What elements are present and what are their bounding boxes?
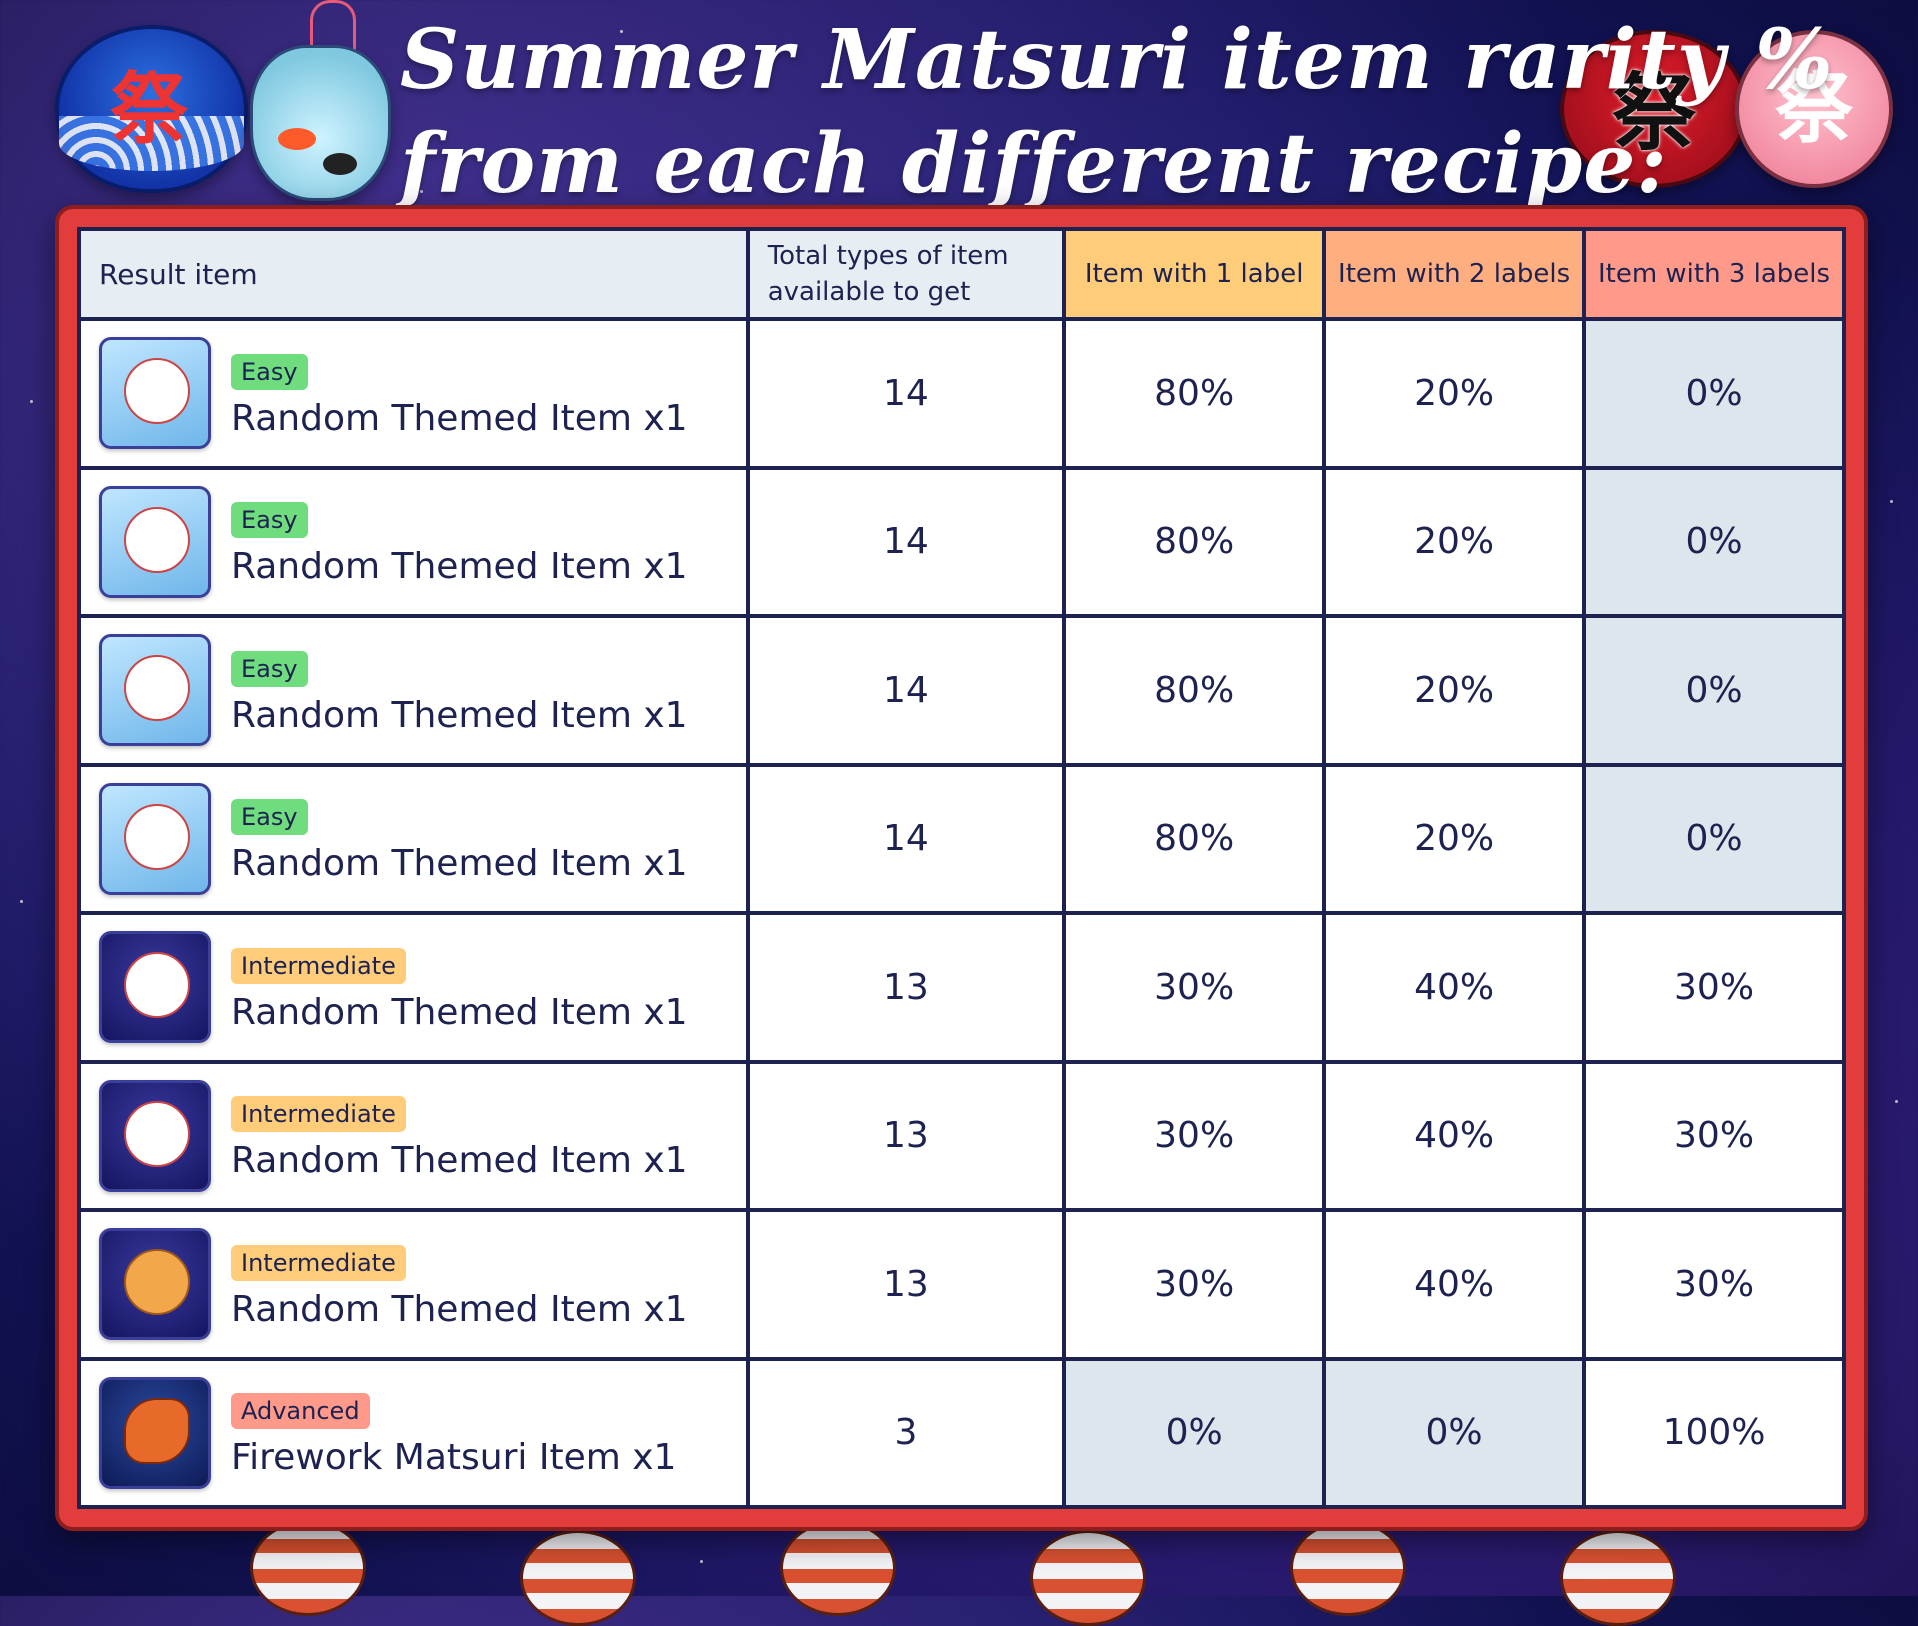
label-1-cell: 30% — [1062, 911, 1327, 1064]
sunflower-watermelon-icon — [99, 782, 211, 895]
header-label-3: Item with 3 labels — [1582, 227, 1846, 321]
red-glasses-yukata-icon — [99, 634, 211, 747]
label-3-cell: 30% — [1582, 911, 1846, 1064]
label-3-cell: 0% — [1582, 465, 1846, 618]
total-types-cell: 14 — [745, 317, 1067, 470]
table-frame: Result item Total types of item availabl… — [55, 205, 1868, 1531]
item-name: Random Themed Item x1 — [231, 843, 688, 885]
item-name: Random Themed Item x1 — [231, 1140, 688, 1182]
total-types-cell: 13 — [745, 1059, 1067, 1212]
label-3-cell: 30% — [1582, 1059, 1846, 1212]
label-1-cell: 80% — [1062, 317, 1327, 470]
label-2-cell: 20% — [1322, 762, 1587, 915]
item-name: Random Themed Item x1 — [231, 397, 688, 439]
okame-mask-icon — [99, 485, 211, 598]
label-1-cell: 80% — [1062, 762, 1327, 915]
table-row: Easy Random Themed Item x1 14 80% 20% 0% — [77, 614, 1846, 767]
paper-lantern-icon — [520, 1530, 636, 1626]
table-row: Intermediate Random Themed Item x1 13 30% 40… — [77, 911, 1846, 1064]
table-header-row: Result item Total types of item availabl… — [77, 227, 1846, 321]
item-name: Random Themed Item x1 — [231, 694, 688, 736]
pink-fan-icon: 祭 — [1735, 30, 1893, 188]
total-types-cell: 3 — [745, 1356, 1067, 1509]
table-row: Intermediate Random Themed Item x1 13 30% 40… — [77, 1208, 1846, 1361]
paper-lantern-icon — [1030, 1530, 1146, 1626]
header-label-2: Item with 2 labels — [1322, 227, 1587, 321]
kitsune-mask-fireworks-icon — [99, 1079, 211, 1192]
label-1-cell: 0% — [1062, 1356, 1327, 1509]
hyottoko-mask-icon — [99, 1228, 211, 1341]
rarity-table: Result item Total types of item availabl… — [77, 227, 1846, 1509]
result-item-cell: Intermediate Random Themed Item x1 — [77, 1059, 750, 1212]
difficulty-badge: Easy — [231, 650, 308, 687]
item-name: Random Themed Item x1 — [231, 546, 688, 588]
kitsune-mask-daruma-icon — [99, 931, 211, 1044]
result-item-cell: Easy Random Themed Item x1 — [77, 465, 750, 618]
label-2-cell: 20% — [1322, 317, 1587, 470]
result-item-cell: Intermediate Random Themed Item x1 — [77, 911, 750, 1064]
label-1-cell: 80% — [1062, 465, 1327, 618]
paper-lantern-icon — [1290, 1520, 1406, 1616]
goldfish-bag-icon — [250, 45, 391, 201]
label-1-cell: 30% — [1062, 1059, 1327, 1212]
paper-lantern-icon — [250, 1520, 366, 1616]
item-name: Random Themed Item x1 — [231, 991, 688, 1033]
label-2-cell: 20% — [1322, 614, 1587, 767]
table-row: Easy Random Themed Item x1 14 80% 20% 0% — [77, 465, 1846, 618]
title-line-2: from each different recipe: — [400, 116, 1668, 212]
result-item-cell: Easy Random Themed Item x1 — [77, 762, 750, 915]
label-2-cell: 40% — [1322, 911, 1587, 1064]
item-name: Firework Matsuri Item x1 — [231, 1437, 677, 1479]
festival-kanji-pink: 祭 — [1774, 63, 1853, 154]
table-row: Advanced Firework Matsuri Item x1 3 0% 0% 100… — [77, 1356, 1846, 1509]
label-3-cell: 0% — [1582, 317, 1846, 470]
total-types-cell: 14 — [745, 465, 1067, 618]
label-1-cell: 30% — [1062, 1208, 1327, 1361]
label-3-cell: 0% — [1582, 762, 1846, 915]
result-item-cell: Easy Random Themed Item x1 — [77, 317, 750, 470]
difficulty-badge: Easy — [231, 502, 308, 539]
total-types-cell: 13 — [745, 1208, 1067, 1361]
label-2-cell: 40% — [1322, 1208, 1587, 1361]
result-item-cell: Intermediate Random Themed Item x1 — [77, 1208, 750, 1361]
label-3-cell: 0% — [1582, 614, 1846, 767]
header-label-1: Item with 1 label — [1062, 227, 1327, 321]
blue-wave-fan-icon: 祭 — [55, 25, 248, 193]
label-2-cell: 0% — [1322, 1356, 1587, 1509]
header-total-types: Total types of item available to get — [745, 227, 1067, 321]
red-fan-icon: 祭 — [1560, 30, 1748, 188]
difficulty-badge: Easy — [231, 799, 308, 836]
difficulty-badge: Advanced — [231, 1393, 370, 1430]
difficulty-badge: Intermediate — [231, 1096, 406, 1133]
title-line-1: Summer Matsuri item rarity % — [400, 12, 1834, 108]
header-result-item: Result item — [77, 227, 750, 321]
result-item-cell: Advanced Firework Matsuri Item x1 — [77, 1356, 750, 1509]
page-title: Summer Matsuri item rarity % from each d… — [400, 8, 1834, 216]
label-2-cell: 20% — [1322, 465, 1587, 618]
bag-string — [310, 0, 356, 53]
difficulty-badge: Intermediate — [231, 1244, 406, 1281]
label-3-cell: 30% — [1582, 1208, 1846, 1361]
difficulty-badge: Easy — [231, 353, 308, 390]
paper-lantern-icon — [1560, 1530, 1676, 1626]
label-3-cell: 100% — [1582, 1356, 1846, 1509]
total-types-cell: 14 — [745, 762, 1067, 915]
koi-firework-icon — [99, 1376, 211, 1489]
table-row: Intermediate Random Themed Item x1 13 30% 40… — [77, 1059, 1846, 1212]
label-1-cell: 80% — [1062, 614, 1327, 767]
label-2-cell: 40% — [1322, 1059, 1587, 1212]
table-row: Easy Random Themed Item x1 14 80% 20% 0% — [77, 317, 1846, 470]
fox-mask-ufo-icon — [99, 337, 211, 450]
total-types-cell: 13 — [745, 911, 1067, 1064]
difficulty-badge: Intermediate — [231, 947, 406, 984]
total-types-cell: 14 — [745, 614, 1067, 767]
table-row: Easy Random Themed Item x1 14 80% 20% 0% — [77, 762, 1846, 915]
item-name: Random Themed Item x1 — [231, 1288, 688, 1330]
paper-lantern-icon — [780, 1520, 896, 1616]
festival-kanji: 祭 — [109, 64, 188, 155]
result-item-cell: Easy Random Themed Item x1 — [77, 614, 750, 767]
festival-kanji-red: 祭 — [1611, 63, 1696, 162]
